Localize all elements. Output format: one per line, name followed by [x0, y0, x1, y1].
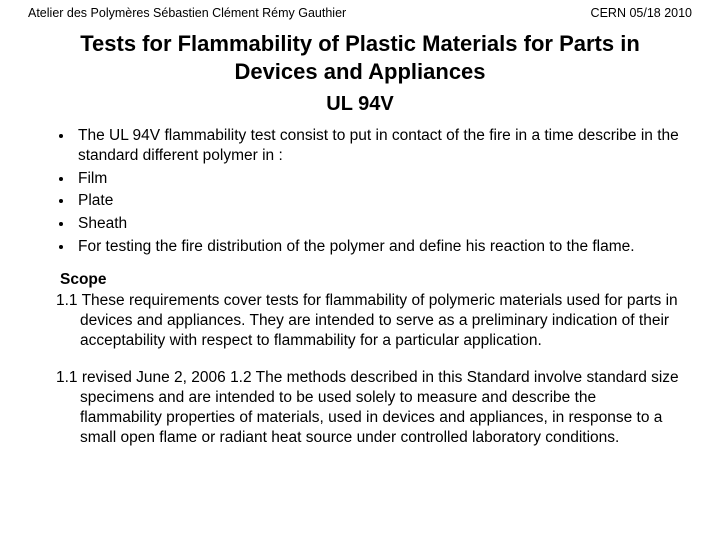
bullet-list: The UL 94V flammability test consist to …: [74, 126, 682, 257]
scope-heading: Scope: [60, 271, 692, 289]
slide: Atelier des Polymères Sébastien Clément …: [0, 0, 720, 540]
list-item: The UL 94V flammability test consist to …: [74, 126, 682, 166]
header-left: Atelier des Polymères Sébastien Clément …: [28, 6, 346, 20]
paragraph: 1.1 revised June 2, 2006 1.2 The methods…: [56, 368, 680, 447]
paragraph: 1.1 These requirements cover tests for f…: [56, 291, 680, 350]
list-item: Plate: [74, 191, 682, 211]
list-item: Film: [74, 169, 682, 189]
page-title: Tests for Flammability of Plastic Materi…: [38, 30, 682, 85]
list-item: For testing the fire distribution of the…: [74, 237, 682, 257]
list-item: Sheath: [74, 214, 682, 234]
page-subtitle: UL 94V: [28, 93, 692, 116]
header-right: CERN 05/18 2010: [591, 6, 692, 20]
header-row: Atelier des Polymères Sébastien Clément …: [28, 6, 692, 20]
